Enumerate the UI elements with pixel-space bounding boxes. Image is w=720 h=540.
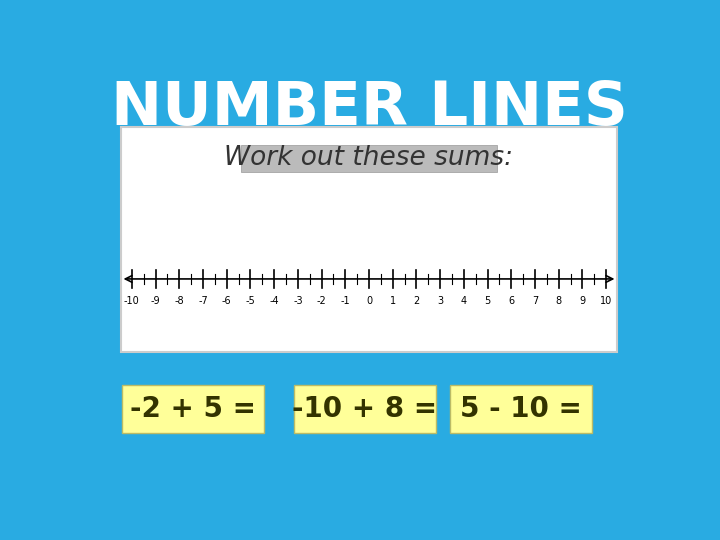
FancyBboxPatch shape	[240, 145, 498, 172]
FancyBboxPatch shape	[294, 385, 436, 433]
Text: -7: -7	[198, 295, 208, 306]
Text: 0: 0	[366, 295, 372, 306]
Text: -6: -6	[222, 295, 232, 306]
Text: 6: 6	[508, 295, 514, 306]
FancyBboxPatch shape	[450, 385, 593, 433]
Text: -9: -9	[150, 295, 161, 306]
Text: 4: 4	[461, 295, 467, 306]
Text: -10 + 8 =: -10 + 8 =	[292, 395, 437, 423]
Text: -10: -10	[124, 295, 140, 306]
Text: NUMBER LINES: NUMBER LINES	[111, 79, 627, 138]
Text: 9: 9	[580, 295, 585, 306]
FancyBboxPatch shape	[121, 127, 617, 352]
Text: 5: 5	[485, 295, 491, 306]
Text: Work out these sums:: Work out these sums:	[225, 145, 513, 171]
Text: 8: 8	[556, 295, 562, 306]
FancyBboxPatch shape	[122, 385, 264, 433]
Text: -4: -4	[269, 295, 279, 306]
Text: 5 - 10 =: 5 - 10 =	[460, 395, 582, 423]
Text: -1: -1	[341, 295, 350, 306]
Text: 1: 1	[390, 295, 396, 306]
Text: -8: -8	[174, 295, 184, 306]
Text: 10: 10	[600, 295, 612, 306]
Text: 3: 3	[437, 295, 444, 306]
Text: -5: -5	[246, 295, 256, 306]
Text: -3: -3	[293, 295, 302, 306]
Text: 2: 2	[413, 295, 420, 306]
Text: -2: -2	[317, 295, 326, 306]
Text: -2 + 5 =: -2 + 5 =	[130, 395, 256, 423]
Text: 7: 7	[532, 295, 538, 306]
